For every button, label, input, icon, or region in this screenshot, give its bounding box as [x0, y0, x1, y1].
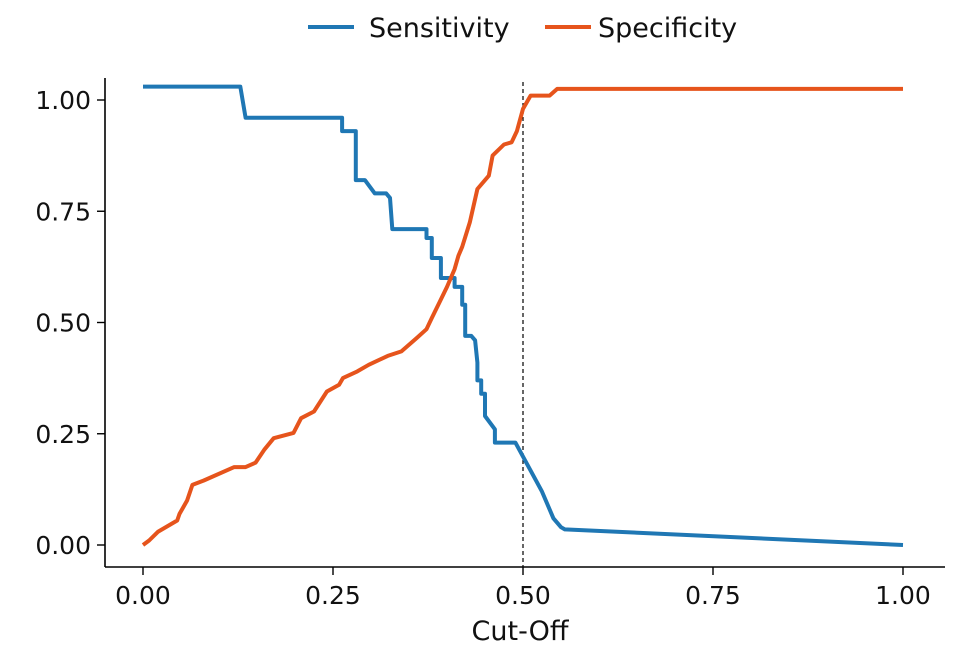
ticks: 0.00 0.25 0.50 0.75 1.00 0.00 0.25 0.50 0.75 1.00 [35, 86, 931, 610]
x-tick-label: 0.25 [305, 581, 361, 610]
x-axis-title: Cut-Off [472, 616, 570, 647]
series-line-sensitivity [143, 84, 904, 547]
y-tick-label: 0.00 [35, 531, 91, 560]
series-group [141, 84, 904, 547]
y-tick-label: 0.25 [35, 420, 91, 449]
x-tick-label: 0.00 [115, 581, 171, 610]
legend-label-specificity: Specificity [598, 13, 737, 44]
x-tick-label: 1.00 [875, 581, 931, 610]
axes [104, 78, 945, 568]
legend: Sensitivity Specificity [308, 13, 737, 44]
x-tick-label: 0.75 [685, 581, 741, 610]
y-tick-label: 1.00 [35, 86, 91, 115]
y-tick-label: 0.50 [35, 309, 91, 338]
series-line-specificity [141, 86, 903, 547]
y-tick-label: 0.75 [35, 197, 91, 226]
legend-label-sensitivity: Sensitivity [369, 13, 510, 44]
x-tick-label: 0.50 [495, 581, 551, 610]
